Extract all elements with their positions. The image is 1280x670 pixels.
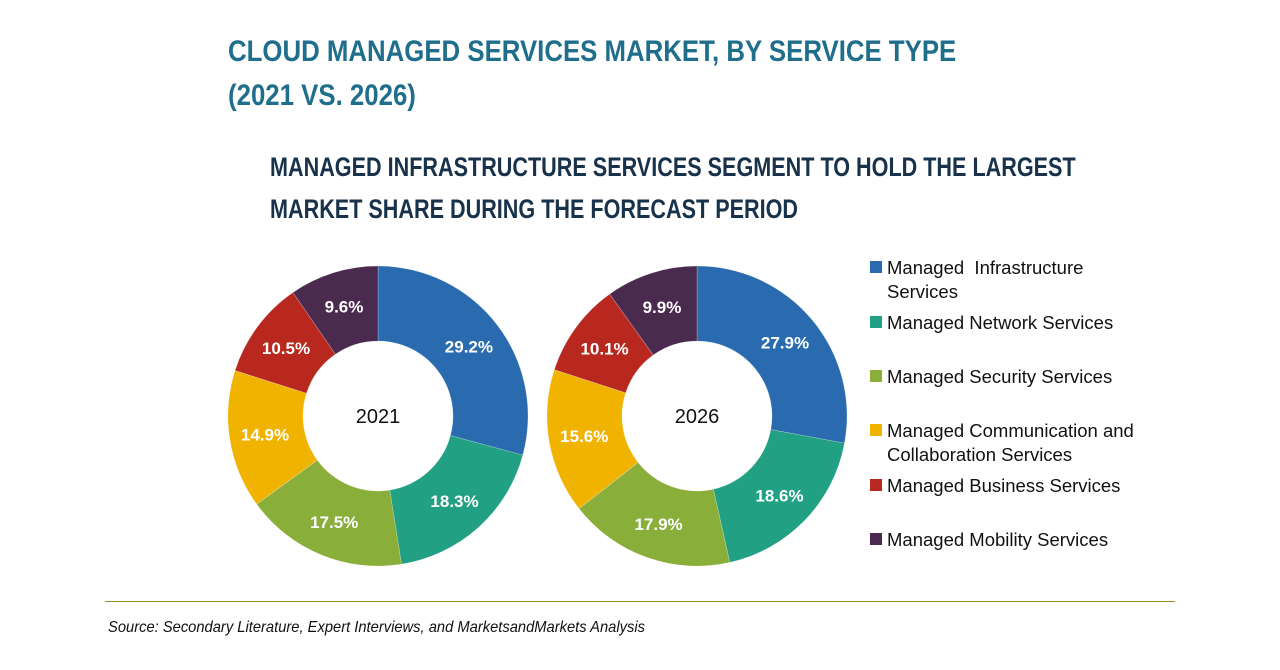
slice-security-2021 xyxy=(256,459,402,567)
data-label-infrastructure-2021: 29.2% xyxy=(445,337,493,356)
data-label-business-2021: 10.5% xyxy=(262,339,310,358)
slice-security-2026 xyxy=(578,461,731,567)
slice-network-2021 xyxy=(389,435,524,565)
legend-swatch xyxy=(870,424,882,436)
chart-subtitle-line-2: MARKET SHARE DURING THE FORECAST PERIOD xyxy=(270,194,799,224)
legend-item-business: Managed Business Services xyxy=(870,474,1177,498)
legend-label: Managed Infrastructure Services xyxy=(887,257,1084,302)
legend-item-network: Managed Network Services xyxy=(870,311,1177,335)
legend-swatch xyxy=(870,316,882,328)
slice-mobility-2021 xyxy=(292,265,379,355)
legend-swatch xyxy=(870,370,882,382)
source-note: Source: Secondary Literature, Expert Int… xyxy=(108,619,645,636)
donut-center-label-2026: 2026 xyxy=(675,406,720,428)
data-label-mobility-2021: 9.6% xyxy=(325,298,364,317)
data-label-security-2026: 17.9% xyxy=(634,515,682,534)
slice-communication-2026 xyxy=(546,369,639,510)
legend-label: Managed Communication and Collaboration … xyxy=(887,420,1134,465)
chart-title: CLOUD MANAGED SERVICES MARKET, BY SERVIC… xyxy=(228,30,956,118)
data-label-communication-2021: 14.9% xyxy=(241,425,289,444)
data-label-communication-2026: 15.6% xyxy=(560,427,608,446)
data-label-infrastructure-2026: 27.9% xyxy=(761,334,809,353)
donut-center-label-2021: 2021 xyxy=(356,406,401,428)
source-divider xyxy=(105,601,1175,602)
chart-subtitle-line-1: MANAGED INFRASTRUCTURE SERVICES SEGMENT … xyxy=(270,152,1076,182)
legend-swatch xyxy=(870,479,882,491)
chart-title-line-2: (2021 VS. 2026) xyxy=(228,79,416,112)
slice-infrastructure-2026 xyxy=(696,265,848,444)
data-label-business-2026: 10.1% xyxy=(580,339,628,358)
legend-item-mobility: Managed Mobility Services xyxy=(870,528,1177,552)
slice-business-2026 xyxy=(553,293,654,394)
legend-item-infrastructure: Managed Infrastructure Services xyxy=(870,256,1177,304)
data-label-network-2026: 18.6% xyxy=(755,486,803,505)
data-label-security-2021: 17.5% xyxy=(310,513,358,532)
legend-label: Managed Security Services xyxy=(887,366,1113,387)
slice-infrastructure-2021 xyxy=(377,265,529,456)
slice-business-2021 xyxy=(234,292,336,394)
legend-label: Managed Business Services xyxy=(887,475,1121,496)
legend-label: Managed Network Services xyxy=(887,312,1114,333)
legend-swatch xyxy=(870,261,882,273)
legend-item-security: Managed Security Services xyxy=(870,365,1177,389)
donut-2026: 27.9% 18.6% 17.9% 15.6% 10.1% 9.9% 2026 xyxy=(546,265,848,567)
legend-label: Managed Mobility Services xyxy=(887,529,1109,550)
legend-swatch xyxy=(870,533,882,545)
donut-2021: 29.2% 18.3% 17.5% 14.9% 10.5% 9.6% 2021 xyxy=(227,265,529,567)
data-label-mobility-2026: 9.9% xyxy=(643,298,682,317)
chart-title-line-1: CLOUD MANAGED SERVICES MARKET, BY SERVIC… xyxy=(228,35,957,68)
slice-mobility-2026 xyxy=(609,265,698,356)
data-label-network-2021: 18.3% xyxy=(430,492,478,511)
slice-communication-2021 xyxy=(227,370,318,505)
chart-subtitle: MANAGED INFRASTRUCTURE SERVICES SEGMENT … xyxy=(270,146,1076,230)
slice-network-2026 xyxy=(713,429,845,563)
legend-item-communication: Managed Communication and Collaboration … xyxy=(870,419,1177,467)
